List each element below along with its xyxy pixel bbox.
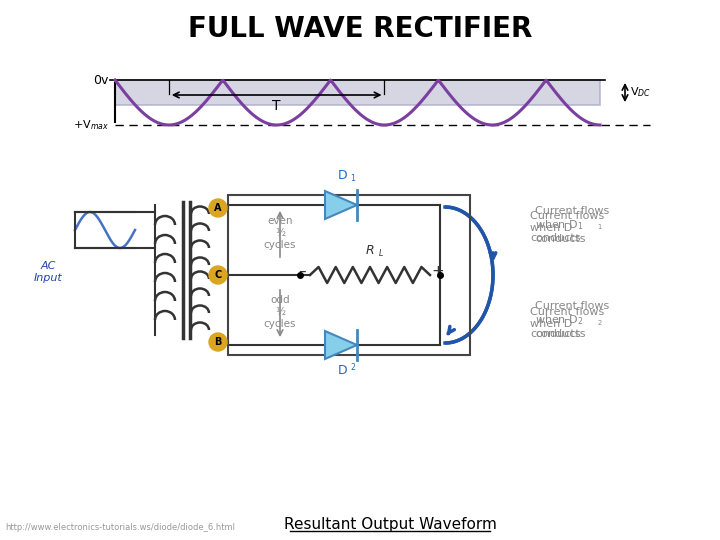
Text: http://www.electronics-tutorials.ws/diode/diode_6.html: http://www.electronics-tutorials.ws/diod…	[5, 523, 235, 532]
Text: T: T	[272, 99, 281, 113]
Text: D: D	[338, 364, 348, 377]
Text: Current flows
when D: Current flows when D	[530, 307, 604, 329]
Text: D: D	[338, 169, 348, 182]
Text: –: –	[298, 264, 306, 279]
Polygon shape	[325, 331, 357, 359]
Bar	[228, 195, 470, 355]
Text: Current flows
when D$_1$
conducts: Current flows when D$_1$ conducts	[535, 206, 609, 244]
Text: B: B	[215, 337, 222, 347]
Text: FULL WAVE RECTIFIER: FULL WAVE RECTIFIER	[188, 15, 532, 43]
Text: even
½
cycles: even ½ cycles	[264, 217, 296, 249]
Text: Current flows
when D$_2$
conducts: Current flows when D$_2$ conducts	[535, 301, 609, 339]
Circle shape	[209, 266, 227, 284]
Text: A: A	[215, 203, 222, 213]
Circle shape	[209, 199, 227, 217]
Polygon shape	[325, 191, 357, 219]
Text: +V$_{max}$: +V$_{max}$	[73, 118, 109, 132]
Text: $_L$: $_L$	[378, 248, 384, 260]
Text: V$_{DC}$: V$_{DC}$	[630, 86, 651, 99]
Circle shape	[209, 333, 227, 351]
Text: 0v: 0v	[94, 73, 109, 86]
Text: C: C	[215, 270, 222, 280]
Text: $_1$: $_1$	[597, 222, 603, 232]
Text: Resultant Output Waveform: Resultant Output Waveform	[284, 517, 496, 532]
Text: $_2$: $_2$	[350, 362, 356, 374]
Text: conducts: conducts	[530, 233, 580, 243]
Text: AC
Input: AC Input	[34, 261, 63, 283]
Text: conducts: conducts	[530, 329, 580, 339]
Text: +: +	[431, 264, 444, 279]
Text: $_1$: $_1$	[350, 173, 356, 185]
Text: $_2$: $_2$	[597, 318, 603, 328]
Bar	[115, 80, 600, 105]
Text: Current flows
when D: Current flows when D	[530, 211, 604, 233]
Text: odd
½
cycles: odd ½ cycles	[264, 295, 296, 329]
Text: R: R	[366, 244, 374, 257]
